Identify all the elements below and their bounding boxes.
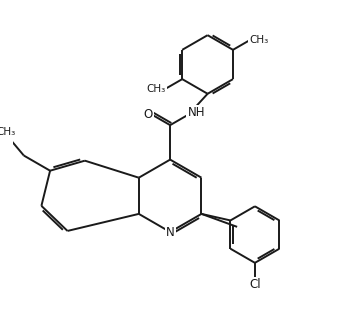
Text: O: O <box>143 108 153 121</box>
Text: CH₃: CH₃ <box>0 128 16 138</box>
Text: Cl: Cl <box>249 278 261 291</box>
Text: NH: NH <box>187 106 205 119</box>
Text: N: N <box>166 226 174 239</box>
Text: CH₃: CH₃ <box>147 84 166 94</box>
Text: CH₃: CH₃ <box>249 35 269 45</box>
